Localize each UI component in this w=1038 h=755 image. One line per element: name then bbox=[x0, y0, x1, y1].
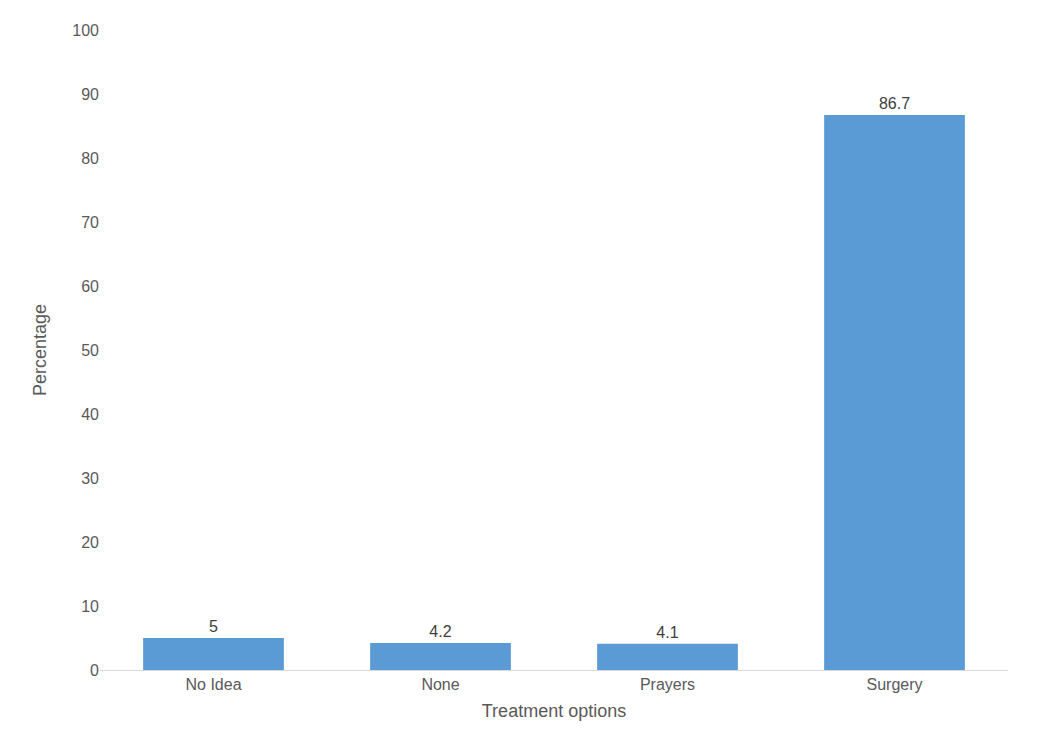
svg-text:10: 10 bbox=[81, 598, 99, 615]
svg-text:4.1: 4.1 bbox=[656, 624, 678, 641]
svg-text:4.2: 4.2 bbox=[429, 623, 451, 640]
svg-text:30: 30 bbox=[81, 470, 99, 487]
svg-text:70: 70 bbox=[81, 214, 99, 231]
svg-text:60: 60 bbox=[81, 278, 99, 295]
svg-text:20: 20 bbox=[81, 534, 99, 551]
svg-text:Percentage: Percentage bbox=[30, 304, 50, 396]
svg-text:5: 5 bbox=[209, 618, 218, 635]
svg-text:Surgery: Surgery bbox=[866, 676, 922, 693]
svg-text:No Idea: No Idea bbox=[185, 676, 241, 693]
svg-text:Prayers: Prayers bbox=[640, 676, 695, 693]
svg-text:None: None bbox=[421, 676, 459, 693]
svg-text:0: 0 bbox=[90, 662, 99, 679]
svg-text:90: 90 bbox=[81, 86, 99, 103]
svg-text:80: 80 bbox=[81, 150, 99, 167]
svg-text:40: 40 bbox=[81, 406, 99, 423]
svg-text:50: 50 bbox=[81, 342, 99, 359]
svg-text:86.7: 86.7 bbox=[879, 95, 910, 112]
svg-text:100: 100 bbox=[72, 22, 99, 39]
svg-text:Treatment options: Treatment options bbox=[482, 701, 626, 721]
